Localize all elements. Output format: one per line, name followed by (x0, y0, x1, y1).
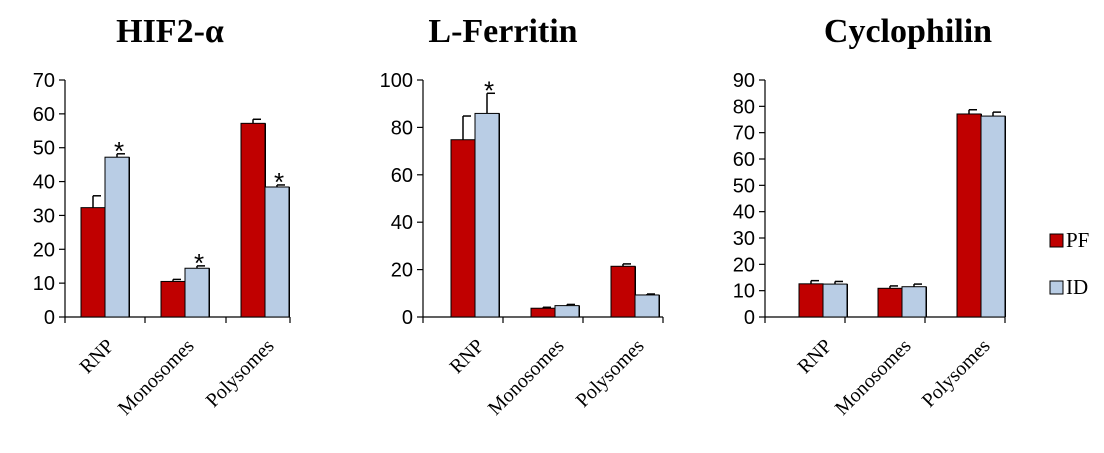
y-tick-label: 20 (391, 260, 413, 282)
bar-id (634, 294, 660, 318)
legend-label-pf: PF (1066, 228, 1089, 252)
bar-id (901, 286, 927, 318)
y-tick-label: 10 (33, 273, 55, 295)
y-tick-label: 10 (733, 281, 755, 303)
bar-id (474, 112, 500, 318)
category-label: RNP (445, 335, 488, 378)
bar-pf (610, 265, 636, 318)
bar-id (104, 156, 130, 318)
chart-title: Cyclophilin (824, 13, 992, 50)
significance-marker: * (484, 75, 494, 105)
bar-id (980, 115, 1006, 318)
y-tick-label: 90 (733, 70, 755, 92)
y-tick-label: 50 (33, 138, 55, 160)
bar-pf (530, 307, 556, 318)
y-tick-label: 40 (733, 202, 755, 224)
significance-marker: * (274, 167, 284, 197)
category-label: Monosomes (831, 335, 916, 420)
bar-id (554, 305, 580, 318)
y-tick-label: 0 (744, 307, 755, 329)
y-tick-label: 70 (33, 70, 55, 92)
y-tick-label: 50 (733, 175, 755, 197)
bar-pf (240, 122, 266, 318)
y-tick-label: 100 (380, 70, 413, 92)
y-tick-label: 20 (33, 239, 55, 261)
y-tick-label: 60 (391, 165, 413, 187)
chart-panel-3: Cyclophilin 0 10 20 30 40 50 60 70 80 90 RNPMonosom… (733, 13, 1006, 420)
significance-marker: * (114, 136, 124, 166)
bar-id (822, 283, 848, 318)
bar-pf (80, 207, 106, 318)
y-tick-label: 40 (391, 212, 413, 234)
y-tick-label: 60 (733, 149, 755, 171)
category-label: Polysomes (202, 335, 279, 412)
bar-pf (798, 283, 824, 318)
bar-id (184, 267, 210, 318)
chart-title: HIF2-α (116, 13, 224, 50)
bar-id (264, 186, 290, 318)
legend-swatch-pf (1049, 233, 1064, 248)
y-tick-label: 0 (44, 307, 55, 329)
y-tick-label: 20 (733, 254, 755, 276)
category-label: Polysomes (572, 335, 649, 412)
bar-pf (877, 287, 903, 318)
chart-title: L-Ferritin (428, 13, 577, 50)
category-label: Monosomes (114, 335, 199, 420)
category-label: Monosomes (484, 335, 569, 420)
category-label: RNP (75, 335, 118, 378)
y-tick-label: 60 (33, 104, 55, 126)
y-tick-label: 80 (733, 96, 755, 118)
y-tick-label: 80 (391, 117, 413, 139)
legend-label-id: ID (1066, 275, 1088, 299)
bar-pf (450, 139, 476, 318)
bar-pf (956, 113, 982, 318)
category-label: RNP (793, 335, 836, 378)
y-tick-label: 30 (733, 228, 755, 250)
significance-marker: * (194, 248, 204, 278)
legend-swatch-id (1049, 280, 1064, 295)
y-tick-label: 30 (33, 205, 55, 227)
y-tick-label: 70 (733, 123, 755, 145)
y-tick-label: 40 (33, 172, 55, 194)
category-label: Polysomes (918, 335, 995, 412)
y-tick-label: 0 (402, 307, 413, 329)
bar-pf (160, 280, 186, 318)
legend: PF ID (1049, 228, 1089, 299)
